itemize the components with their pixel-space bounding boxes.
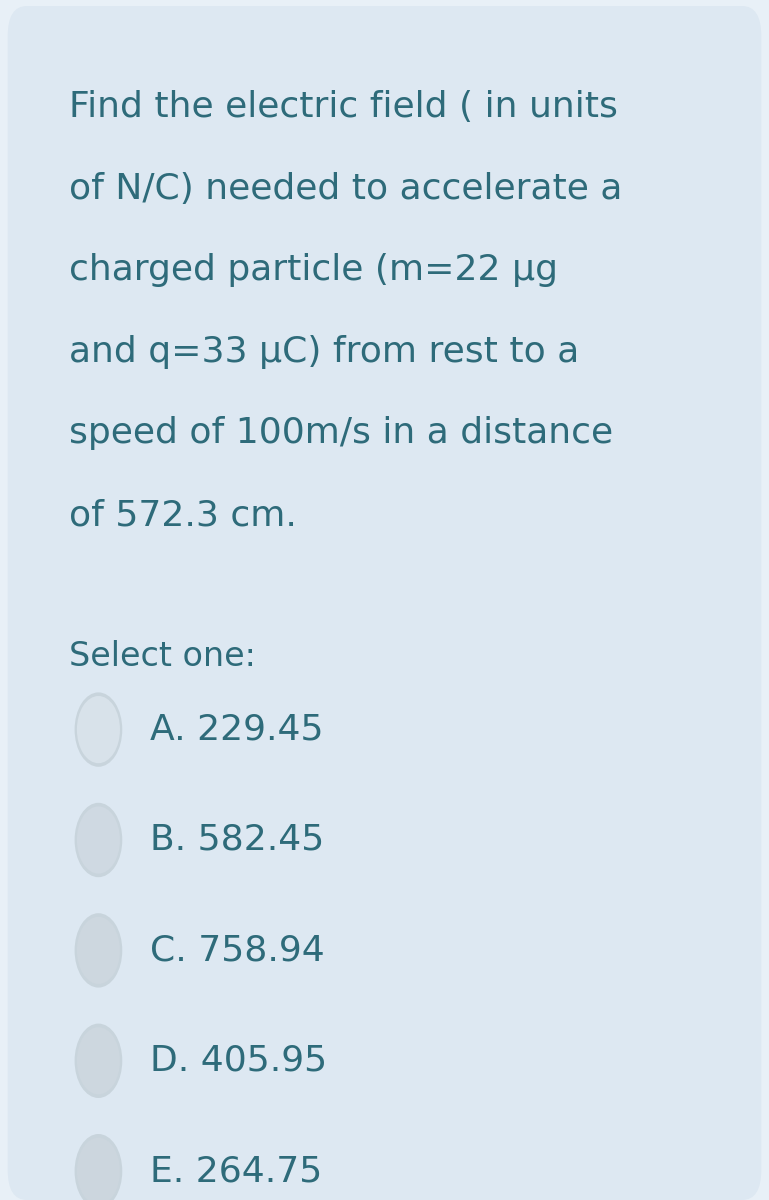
Circle shape: [75, 1134, 122, 1200]
Text: Find the electric field ( in units: Find the electric field ( in units: [69, 90, 618, 124]
Text: A. 229.45: A. 229.45: [150, 713, 324, 746]
Text: E. 264.75: E. 264.75: [150, 1154, 322, 1188]
Text: C. 758.94: C. 758.94: [150, 934, 325, 967]
Circle shape: [75, 803, 122, 877]
Circle shape: [75, 1024, 122, 1098]
Text: charged particle (m=22 μg: charged particle (m=22 μg: [69, 253, 558, 287]
Text: B. 582.45: B. 582.45: [150, 823, 325, 857]
Text: of N/C) needed to accelerate a: of N/C) needed to accelerate a: [69, 172, 623, 205]
Circle shape: [75, 692, 122, 767]
Text: of 572.3 cm.: of 572.3 cm.: [69, 498, 297, 532]
Text: Select one:: Select one:: [69, 640, 256, 672]
Circle shape: [77, 917, 120, 984]
Circle shape: [77, 1027, 120, 1094]
Text: and q=33 μC) from rest to a: and q=33 μC) from rest to a: [69, 335, 580, 368]
Text: D. 405.95: D. 405.95: [150, 1044, 327, 1078]
Circle shape: [77, 806, 120, 874]
Text: speed of 100m/s in a distance: speed of 100m/s in a distance: [69, 416, 614, 450]
FancyBboxPatch shape: [8, 6, 761, 1200]
Circle shape: [75, 913, 122, 988]
Circle shape: [77, 696, 120, 763]
Circle shape: [77, 1138, 120, 1200]
